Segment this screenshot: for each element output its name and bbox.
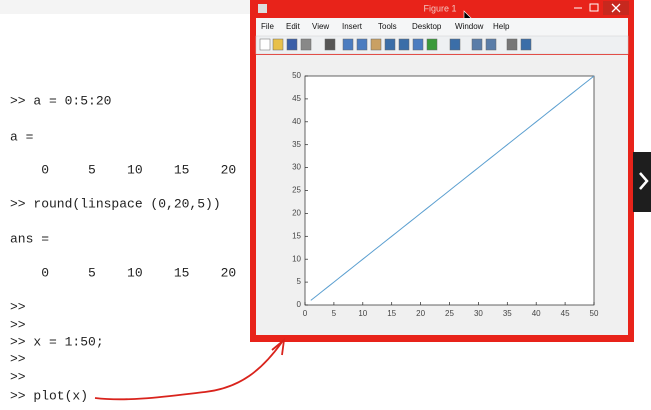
console-line: >> a = 0:5:20	[10, 93, 111, 108]
toolbar-button[interactable]	[506, 38, 518, 51]
toolbar-button[interactable]	[300, 38, 312, 51]
toolbar-button[interactable]	[356, 38, 368, 51]
console-line: >> x = 1:50;	[10, 334, 104, 349]
menu-item[interactable]: Help	[493, 22, 510, 31]
toolbar-button[interactable]	[370, 38, 382, 51]
y-tick-label: 35	[292, 140, 301, 149]
toolbar	[255, 35, 629, 55]
console-line: >>	[10, 369, 26, 384]
console-line: >>	[10, 299, 26, 314]
toolbar-button[interactable]	[286, 38, 298, 51]
menu-item[interactable]: Edit	[286, 22, 301, 31]
toolbar-button[interactable]	[412, 38, 424, 51]
console-line: 0 5 10 15 20	[10, 265, 236, 280]
x-tick-label: 35	[503, 309, 512, 318]
console-line: a =	[10, 129, 34, 144]
toolbar-button[interactable]	[272, 38, 284, 51]
side-panel[interactable]	[633, 152, 651, 212]
menu-item[interactable]: Window	[455, 22, 484, 31]
console-cutoff	[0, 0, 250, 14]
console-line: >>	[10, 317, 26, 332]
annotation-arrowhead	[271, 337, 286, 356]
menu-item[interactable]: View	[312, 22, 329, 31]
x-tick-label: 40	[532, 309, 541, 318]
x-tick-label: 5	[332, 309, 337, 318]
toolbar-button[interactable]	[520, 38, 532, 51]
toolbar-icons	[259, 38, 532, 51]
toolbar-button[interactable]	[259, 38, 271, 51]
toolbar-button[interactable]	[342, 38, 354, 51]
menu-item[interactable]: Insert	[342, 22, 363, 31]
title-bar	[255, 2, 629, 17]
annotation-arrow	[94, 341, 283, 401]
y-tick-label: 20	[292, 209, 301, 218]
y-tick-label: 5	[297, 277, 302, 286]
toolbar-button[interactable]	[485, 38, 497, 51]
close-icon	[611, 3, 621, 13]
menu: File Edit View Insert Tools Desktop Window Help	[261, 22, 510, 31]
console-line: >> plot(x)	[10, 388, 88, 403]
y-tick-label: 25	[292, 186, 301, 195]
toolbar-button[interactable]	[426, 38, 438, 51]
menu-bar	[256, 18, 628, 36]
toolbar-button[interactable]	[398, 38, 410, 51]
menu-item[interactable]: File	[261, 22, 274, 31]
toolbar-button[interactable]	[384, 38, 396, 51]
y-tick-label: 30	[292, 163, 301, 172]
x-tick-label: 25	[445, 309, 454, 318]
window-icon	[258, 4, 267, 13]
x-tick-label: 30	[474, 309, 483, 318]
x-tick-label: 45	[561, 309, 570, 318]
data-line	[310, 75, 595, 301]
toolbar-button[interactable]	[449, 38, 461, 51]
window-title: Figure 1	[423, 3, 456, 13]
x-tick-label: 15	[387, 309, 396, 318]
y-tick-label: 15	[292, 231, 301, 240]
next-arrow	[639, 172, 649, 190]
console-line: ans =	[10, 231, 49, 246]
toolbar-button[interactable]	[471, 38, 483, 51]
y-tick-label: 40	[292, 117, 301, 126]
y-tick-label: 0	[297, 300, 302, 309]
menu-item[interactable]: Tools	[378, 22, 397, 31]
toolbar-button[interactable]	[324, 38, 336, 51]
console-line: >> round(linspace (0,20,5))	[10, 196, 221, 211]
console-line: >>	[10, 351, 26, 366]
y-tick-label: 45	[292, 94, 301, 103]
x-tick-label: 20	[416, 309, 425, 318]
y-tick-label: 10	[292, 254, 301, 263]
y-tick-label: 50	[292, 71, 301, 80]
menu-item[interactable]: Desktop	[412, 22, 442, 31]
console: >> a = 0:5:20 a = 0 5 10 15 20 >> round(li…	[10, 93, 236, 403]
plot: 0 5 10 15 20 25 30 35 40 45 50 0 5 10 15 20 25 30 35 40 45 50	[292, 71, 599, 318]
maximize-button[interactable]	[589, 3, 599, 12]
x-tick-label: 50	[590, 309, 599, 318]
x-tick-label: 10	[358, 309, 367, 318]
x-tick-label: 0	[303, 309, 308, 318]
console-line: 0 5 10 15 20	[10, 162, 236, 177]
